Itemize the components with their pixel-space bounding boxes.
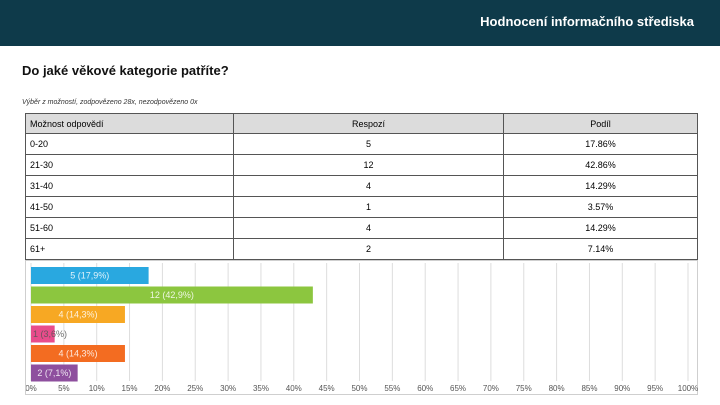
x-tick-label: 35% <box>253 384 269 393</box>
cell-share: 7.14% <box>503 238 698 260</box>
x-tick-label: 45% <box>319 384 335 393</box>
cell-option: 41-50 <box>25 196 234 218</box>
bar-61+ <box>31 364 78 382</box>
header-bar: Hodnocení informačního střediska <box>0 0 720 46</box>
x-tick-label: 70% <box>483 384 499 393</box>
column-header-share: Podíl <box>503 113 698 134</box>
cell-share: 42.86% <box>503 154 698 176</box>
bar-data-label: 1 (3,6%) <box>33 329 67 339</box>
table-row: 21-30 12 42.86% <box>25 154 698 176</box>
question-heading: Do jaké věkové kategorie patříte? <box>22 63 229 78</box>
cell-option: 51-60 <box>25 217 234 239</box>
table-row: 31-40 4 14.29% <box>25 175 698 197</box>
x-tick-label: 75% <box>516 384 532 393</box>
cell-option: 61+ <box>25 238 234 260</box>
x-tick-label: 65% <box>450 384 466 393</box>
x-tick-label: 10% <box>89 384 105 393</box>
cell-share: 3.57% <box>503 196 698 218</box>
bar-data-label: 2 (7,1%) <box>37 368 71 378</box>
bar-0-20 <box>31 267 149 284</box>
column-header-option: Možnost odpovědí <box>25 113 234 134</box>
cell-share: 14.29% <box>503 175 698 197</box>
x-tick-label: 0% <box>26 384 37 393</box>
bar-41-50 <box>31 325 55 343</box>
cell-share: 14.29% <box>503 217 698 239</box>
x-tick-label: 85% <box>581 384 597 393</box>
table-row: 0-20 5 17.86% <box>25 133 698 155</box>
x-tick-label: 25% <box>187 384 203 393</box>
bar-data-label: 4 (14,3%) <box>58 310 97 320</box>
bar-chart-svg: 0% 5% 10% 15% 20% 25% 30% 35% 40% 45% 50% 55% 60% 65%… <box>26 263 698 393</box>
x-tick-label: 60% <box>417 384 433 393</box>
x-tick-label: 80% <box>549 384 565 393</box>
cell-option: 0-20 <box>25 133 234 155</box>
bar-51-60 <box>31 345 125 362</box>
cell-responses: 1 <box>233 196 504 218</box>
cell-responses: 4 <box>233 175 504 197</box>
x-tick-label: 90% <box>614 384 630 393</box>
table-row: 61+ 2 7.14% <box>25 238 698 260</box>
cell-share: 17.86% <box>503 133 698 155</box>
cell-responses: 2 <box>233 238 504 260</box>
bar-data-label: 4 (14,3%) <box>58 349 97 359</box>
bar-31-40 <box>31 306 125 323</box>
bar-data-label: 5 (17,9%) <box>70 271 109 281</box>
x-tick-label: 30% <box>220 384 236 393</box>
cell-responses: 12 <box>233 154 504 176</box>
x-tick-label: 15% <box>122 384 138 393</box>
cell-option: 21-30 <box>25 154 234 176</box>
bar-21-30 <box>31 286 313 304</box>
cell-responses: 5 <box>233 133 504 155</box>
bar-chart: 0% 5% 10% 15% 20% 25% 30% 35% 40% 45% 50% 55% 60% 65%… <box>25 260 698 395</box>
cell-responses: 4 <box>233 217 504 239</box>
table-header-row: Možnost odpovědí Respozí Podíl <box>25 113 698 134</box>
bar-data-label: 12 (42,9%) <box>150 290 194 300</box>
x-tick-label: 55% <box>384 384 400 393</box>
column-header-responses: Respozí <box>233 113 504 134</box>
table-row: 41-50 1 3.57% <box>25 196 698 218</box>
cell-option: 31-40 <box>25 175 234 197</box>
question-meta: Výběr z možností, zodpovězeno 28x, nezod… <box>22 99 198 106</box>
x-tick-label: 40% <box>286 384 302 393</box>
results-table: Možnost odpovědí Respozí Podíl 0-20 5 17… <box>25 113 698 260</box>
table-row: 51-60 4 14.29% <box>25 217 698 239</box>
page-title: Hodnocení informačního střediska <box>480 14 694 29</box>
x-tick-label: 100% <box>678 384 698 393</box>
x-tick-label: 20% <box>154 384 170 393</box>
x-tick-label: 50% <box>351 384 367 393</box>
x-tick-label: 5% <box>58 384 70 393</box>
x-tick-label: 95% <box>647 384 663 393</box>
